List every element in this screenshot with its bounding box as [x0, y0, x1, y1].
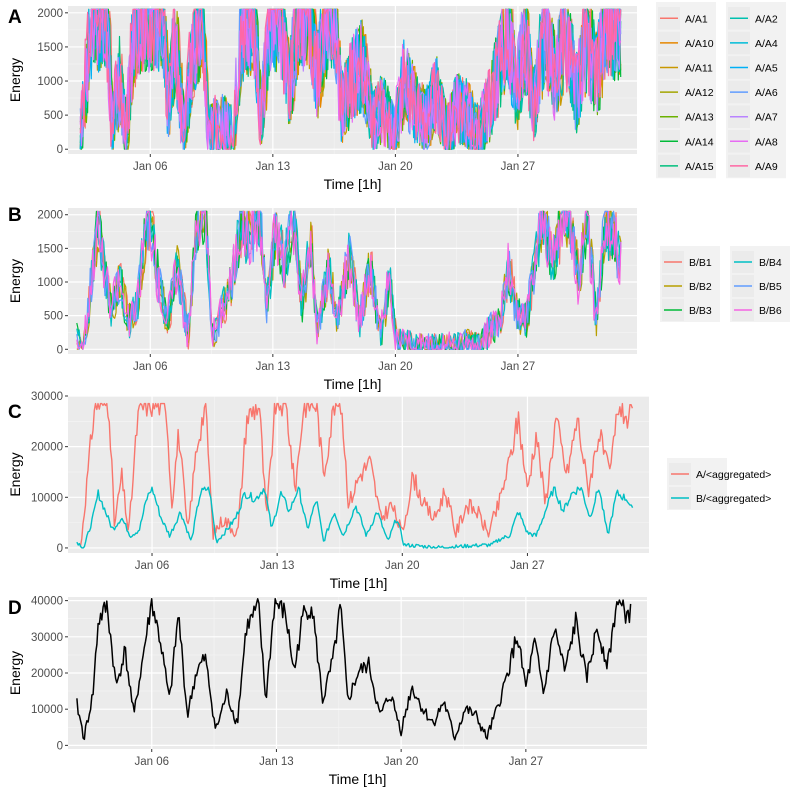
x-tick-label: Jan 27: [509, 756, 544, 768]
series-line: [76, 598, 632, 741]
y-tick-label: 1500: [37, 243, 63, 255]
legend-label: A/A2: [755, 13, 778, 25]
legend-label: B/B2: [689, 281, 712, 293]
legend-label: A/A15: [685, 161, 714, 173]
legend-label: A/<aggregated>: [696, 469, 771, 481]
y-tick-label: 30000: [31, 632, 63, 644]
y-tick-label: 1500: [37, 42, 63, 54]
panel-letter: B: [8, 205, 22, 226]
series-line: [76, 486, 634, 549]
y-tick-label: 2000: [37, 8, 63, 20]
y-tick-label: 2000: [37, 210, 63, 222]
y-tick-label: 1000: [37, 76, 63, 88]
x-tick-label: Jan 13: [256, 161, 291, 173]
y-tick-label: 1000: [37, 277, 63, 289]
legend: B/B1 B/B2 B/B3 B/B4 B/B5 B/B6: [660, 246, 790, 322]
plot-background: [68, 396, 649, 553]
y-tick-label: 500: [44, 311, 63, 323]
x-tick-label: Jan 06: [133, 361, 168, 373]
series-line: [76, 210, 622, 350]
x-axis-title: Time [1h]: [329, 771, 387, 787]
x-tick-label: Jan 20: [384, 756, 419, 768]
series-line: [76, 210, 622, 350]
legend-label: A/A7: [755, 112, 778, 124]
y-tick-label: 10000: [31, 704, 63, 716]
legend-label: A/A5: [755, 63, 778, 75]
x-axis-title: Time [1h]: [324, 376, 382, 392]
legend-label: B/B6: [759, 305, 782, 317]
y-axis-title: Energy: [7, 452, 23, 496]
panel-letter: A: [8, 7, 22, 28]
y-tick-label: 500: [44, 110, 63, 122]
x-tick-label: Jan 06: [135, 560, 170, 572]
x-tick-label: Jan 27: [501, 361, 536, 373]
y-tick-label: 0: [57, 144, 63, 156]
x-tick-label: Jan 13: [259, 756, 294, 768]
legend-label: A/A10: [685, 38, 714, 50]
legend-label: B/B3: [689, 305, 712, 317]
chart-panel-c: 0 10000 20000 30000 Jan 06 Jan 13 Jan 20 Jan 27…: [7, 391, 771, 591]
x-tick-label: Jan 27: [501, 161, 536, 173]
legend-label: A/A14: [685, 136, 714, 148]
y-axis-title: Energy: [7, 259, 23, 303]
x-axis-title: Time [1h]: [324, 176, 382, 192]
legend-label: B/B4: [759, 257, 782, 269]
legend-label: A/A8: [755, 136, 778, 148]
x-tick-label: Jan 13: [256, 361, 291, 373]
y-tick-label: 20000: [31, 668, 63, 680]
x-tick-label: Jan 06: [134, 756, 169, 768]
x-tick-label: Jan 13: [260, 560, 295, 572]
y-tick-label: 20000: [31, 442, 63, 454]
chart-panel-b: 0 500 1000 1500 2000 Jan 06 Jan 13 Jan 20 Jan 27…: [7, 205, 790, 392]
legend-label: A/A13: [685, 112, 714, 124]
legend-label: B/B5: [759, 281, 782, 293]
y-tick-label: 10000: [31, 492, 63, 504]
x-tick-label: Jan 27: [510, 560, 545, 572]
y-tick-label: 0: [57, 740, 63, 752]
y-axis-title: Energy: [7, 58, 23, 102]
x-tick-label: Jan 06: [133, 161, 168, 173]
panel-letter: C: [8, 402, 22, 423]
legend-label: B/B1: [689, 257, 712, 269]
panel-letter: D: [8, 598, 22, 619]
legend-label: A/A9: [755, 161, 778, 173]
y-tick-label: 30000: [31, 391, 63, 403]
x-tick-label: Jan 20: [378, 361, 413, 373]
x-tick-label: Jan 20: [378, 161, 413, 173]
x-tick-label: Jan 20: [385, 560, 420, 572]
series-line: [79, 8, 622, 150]
chart-panel-a: 0 500 1000 1500 2000 Jan 06 Jan 13 Jan 20 Jan 27…: [7, 2, 786, 192]
legend: A/<aggregated> B/<aggregated>: [667, 458, 771, 510]
y-axis-title: Energy: [7, 651, 23, 695]
legend-label: A/A12: [685, 87, 714, 99]
y-tick-label: 0: [57, 543, 63, 555]
legend-label: A/A6: [755, 87, 778, 99]
legend: A/A1 A/A10 A/A11 A/A12 A/A13 A/A14 A/A15 A/A2 A/…: [656, 2, 786, 179]
legend-label: B/<aggregated>: [696, 493, 771, 505]
y-tick-label: 40000: [31, 596, 63, 608]
y-tick-label: 0: [57, 344, 63, 356]
x-axis-title: Time [1h]: [330, 575, 388, 591]
chart-panel-d: 0 10000 20000 30000 40000 Jan 06 Jan 13 Jan 20 J…: [7, 596, 647, 787]
legend-label: A/A4: [755, 38, 778, 50]
legend-label: A/A1: [685, 13, 708, 25]
series-line: [79, 402, 634, 547]
legend-label: A/A11: [685, 63, 713, 75]
